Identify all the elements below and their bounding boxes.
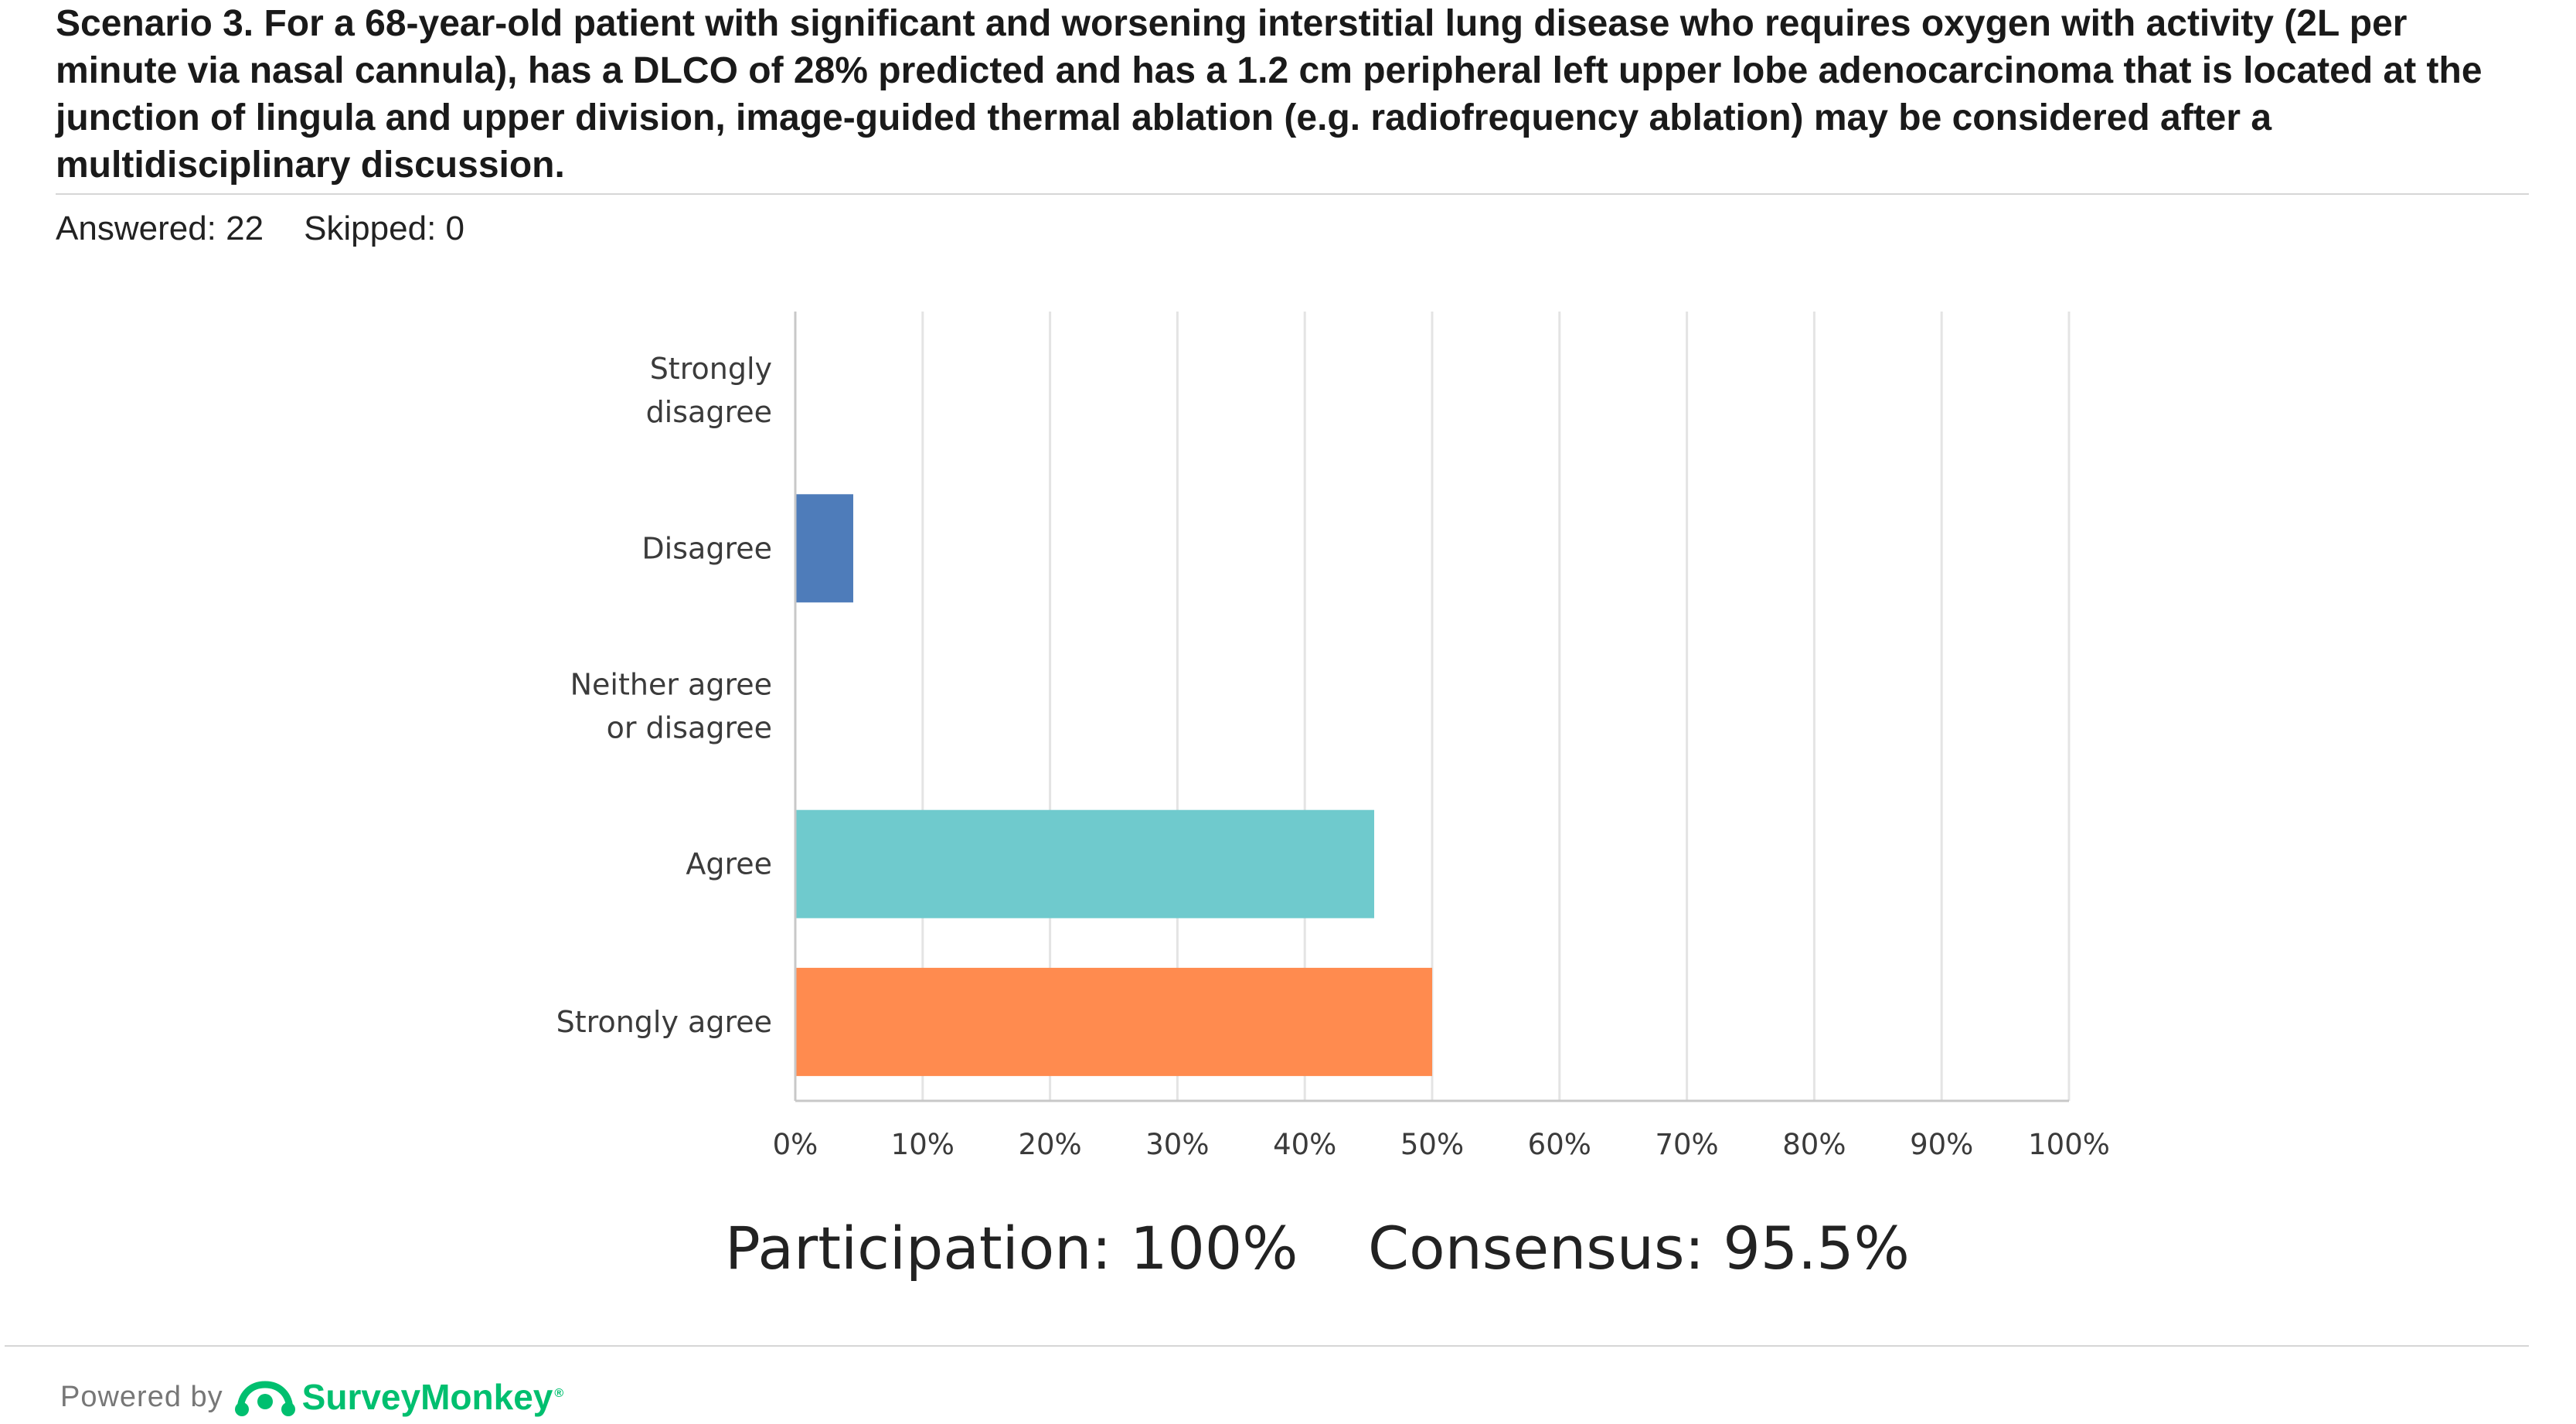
surveymonkey-logo-icon: [234, 1381, 295, 1416]
category-label: Strongly agree: [556, 1005, 772, 1039]
powered-by-label: Powered by: [60, 1380, 223, 1413]
participation-stat: Participation: 100%: [725, 1214, 1298, 1283]
x-tick-label: 0%: [773, 1128, 818, 1161]
x-tick-label: 50%: [1400, 1128, 1464, 1161]
category-label: disagree: [646, 395, 772, 429]
brand-name[interactable]: SurveyMonkey ®: [301, 1377, 564, 1417]
title-divider: [56, 193, 2529, 195]
chart-axes: [794, 312, 2069, 1102]
bar[interactable]: [795, 809, 1375, 918]
x-tick-label: 90%: [1910, 1128, 1973, 1161]
answered-count: Answered: 22: [56, 210, 264, 247]
x-tick-label: 30%: [1145, 1128, 1209, 1161]
x-tick-label: 60%: [1528, 1128, 1591, 1161]
skipped-count: Skipped: 0: [304, 210, 464, 247]
x-tick-label: 80%: [1782, 1128, 1846, 1161]
footer-divider: [5, 1345, 2529, 1347]
consensus-stat: Consensus: 95.5%: [1368, 1214, 1910, 1283]
bar[interactable]: [795, 494, 853, 603]
category-label: or disagree: [607, 711, 772, 745]
bar[interactable]: [795, 967, 1432, 1076]
question-title: Scenario 3. For a 68-year-old patient wi…: [56, 3, 2482, 186]
x-tick-label: 20%: [1018, 1128, 1081, 1161]
response-summary: Answered: 22 Skipped: 0: [56, 207, 464, 250]
x-tick-labels: 0% 10% 20% 30% 40% 50% 60% 70% 80% 90% 100%: [773, 1128, 2110, 1161]
x-tick-label: 70%: [1655, 1128, 1718, 1161]
category-label: Strongly: [650, 352, 772, 386]
x-tick-label: 10%: [891, 1128, 955, 1161]
category-labels: Strongly disagree Disagree Neither agree or …: [556, 352, 772, 1039]
response-bar-chart: Strongly disagree Disagree Neither agree or …: [556, 312, 2110, 1161]
category-label: Agree: [686, 847, 772, 881]
category-label: Neither agree: [570, 668, 772, 702]
category-label: Disagree: [641, 531, 772, 565]
footer: Powered by SurveyMonkey ®: [60, 1370, 563, 1424]
x-tick-label: 100%: [2028, 1128, 2110, 1161]
chart-bars: [795, 494, 1432, 1076]
x-tick-label: 40%: [1273, 1128, 1336, 1161]
